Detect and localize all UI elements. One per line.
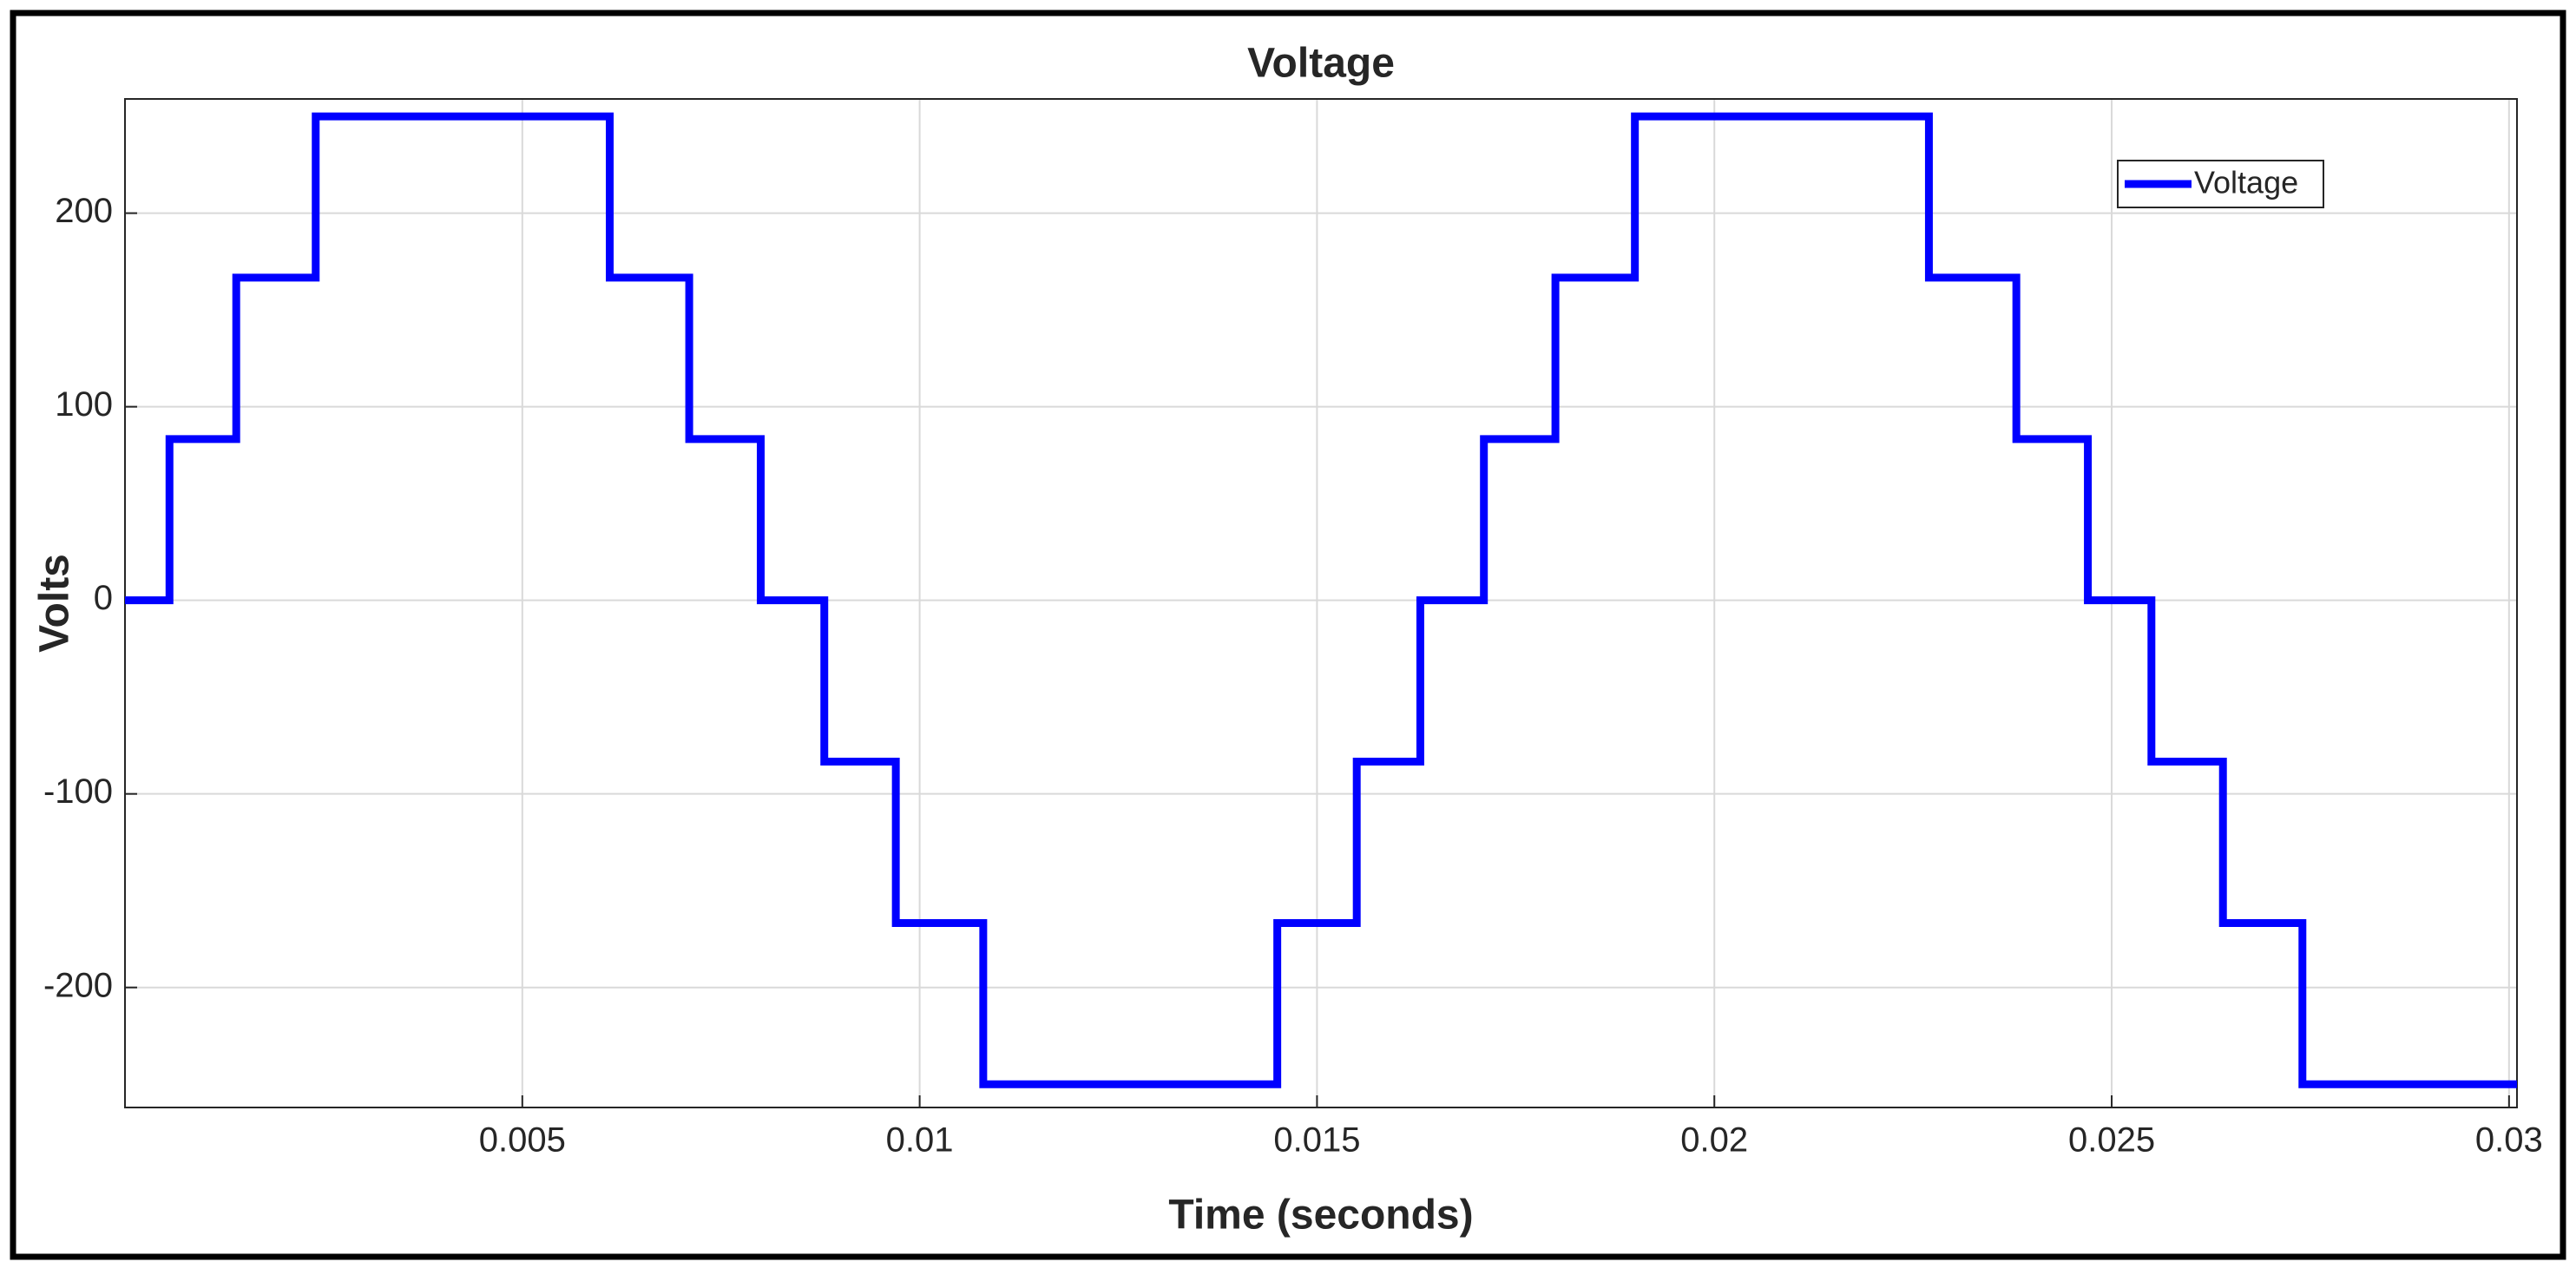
plot-background — [125, 99, 2517, 1107]
y-axis-label: Volts — [32, 554, 78, 653]
legend-label: Voltage — [2194, 165, 2298, 200]
x-tick-label: 0.005 — [479, 1121, 566, 1160]
y-tick-label: -100 — [43, 772, 113, 811]
x-tick-label: 0.03 — [2475, 1121, 2543, 1160]
y-tick-label: -200 — [43, 966, 113, 1004]
y-tick-label: 0 — [94, 579, 113, 617]
x-tick-label: 0.02 — [1680, 1121, 1748, 1160]
chart-title: Voltage — [1247, 41, 1395, 87]
x-tick-label: 0.01 — [886, 1121, 954, 1160]
y-tick-label: 100 — [55, 385, 113, 424]
x-tick-label: 0.015 — [1273, 1121, 1360, 1160]
line-series — [125, 112, 2517, 1088]
x-axis-label: Time (seconds) — [1168, 1193, 1473, 1239]
x-tick-label: 0.025 — [2068, 1121, 2155, 1160]
y-tick-label: 200 — [55, 192, 113, 230]
